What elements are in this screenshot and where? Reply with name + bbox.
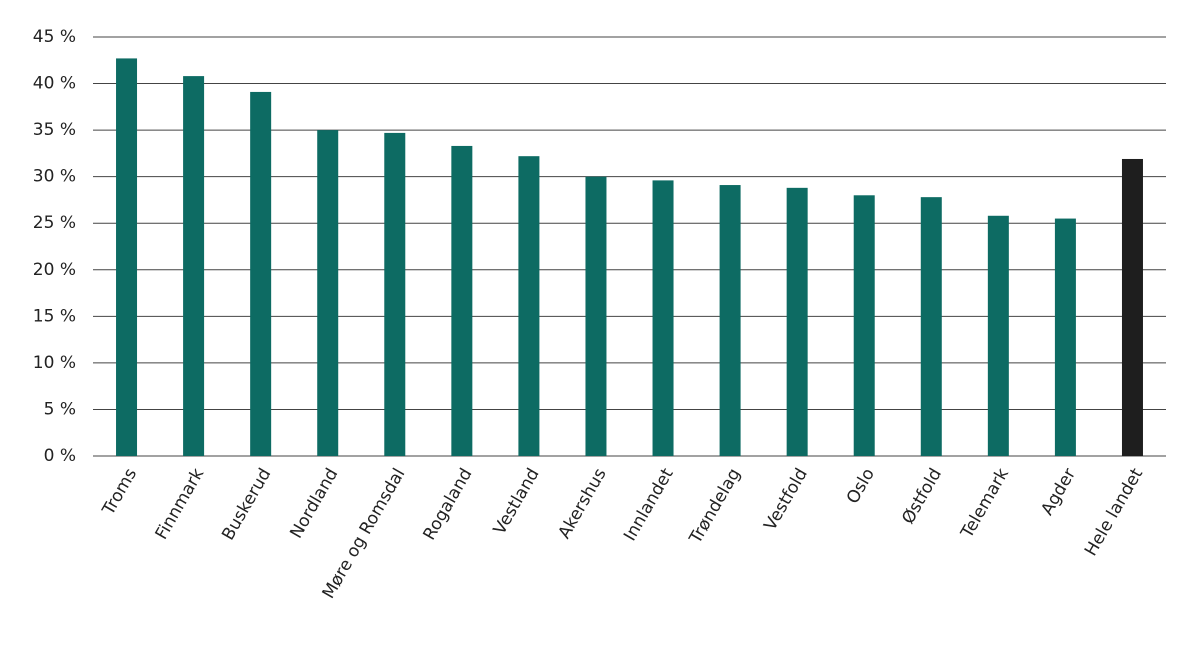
bar — [518, 156, 540, 456]
y-tick-label: 30 % — [33, 167, 76, 187]
x-tick-label: Finnmark — [152, 465, 209, 543]
bar — [1054, 218, 1076, 456]
bar — [1121, 158, 1143, 456]
bar — [116, 58, 138, 456]
x-tick-label: Troms — [98, 465, 141, 520]
y-tick-label: 25 % — [33, 213, 76, 233]
bar — [987, 215, 1009, 456]
x-tick-label: Oslo — [843, 465, 879, 507]
x-tick-label: Rogaland — [419, 465, 476, 544]
y-tick-label: 45 % — [33, 27, 76, 47]
bar — [384, 132, 406, 456]
x-tick-label: Agder — [1037, 465, 1080, 519]
y-tick-label: 10 % — [33, 353, 76, 373]
x-tick-label: Vestland — [490, 465, 544, 538]
y-tick-label: 40 % — [33, 74, 76, 94]
bar — [719, 185, 741, 456]
y-tick-label: 5 % — [44, 399, 76, 419]
x-tick-label: Nordland — [286, 465, 342, 542]
y-tick-label: 35 % — [33, 120, 76, 140]
x-tick-label: Telemark — [957, 465, 1013, 543]
y-tick-label: 0 % — [44, 446, 76, 466]
bar — [317, 130, 339, 456]
x-tick-label: Innlandet — [620, 465, 678, 545]
bar — [451, 145, 473, 456]
bar — [786, 187, 808, 456]
bar — [585, 176, 607, 456]
bar — [853, 195, 875, 457]
x-tick-label: Hele landet — [1081, 465, 1147, 560]
y-tick-label: 20 % — [33, 260, 76, 280]
x-tick-label: Buskerud — [218, 465, 275, 544]
bar — [920, 197, 942, 456]
x-tick-label: Østfold — [898, 465, 946, 528]
x-tick-label: Akershus — [555, 465, 611, 542]
bar — [250, 91, 272, 457]
bar — [183, 76, 205, 457]
y-tick-label: 15 % — [33, 306, 76, 326]
x-tick-label: Vestfold — [760, 465, 811, 534]
x-tick-label: Trøndelag — [685, 465, 744, 548]
bar — [652, 180, 674, 456]
